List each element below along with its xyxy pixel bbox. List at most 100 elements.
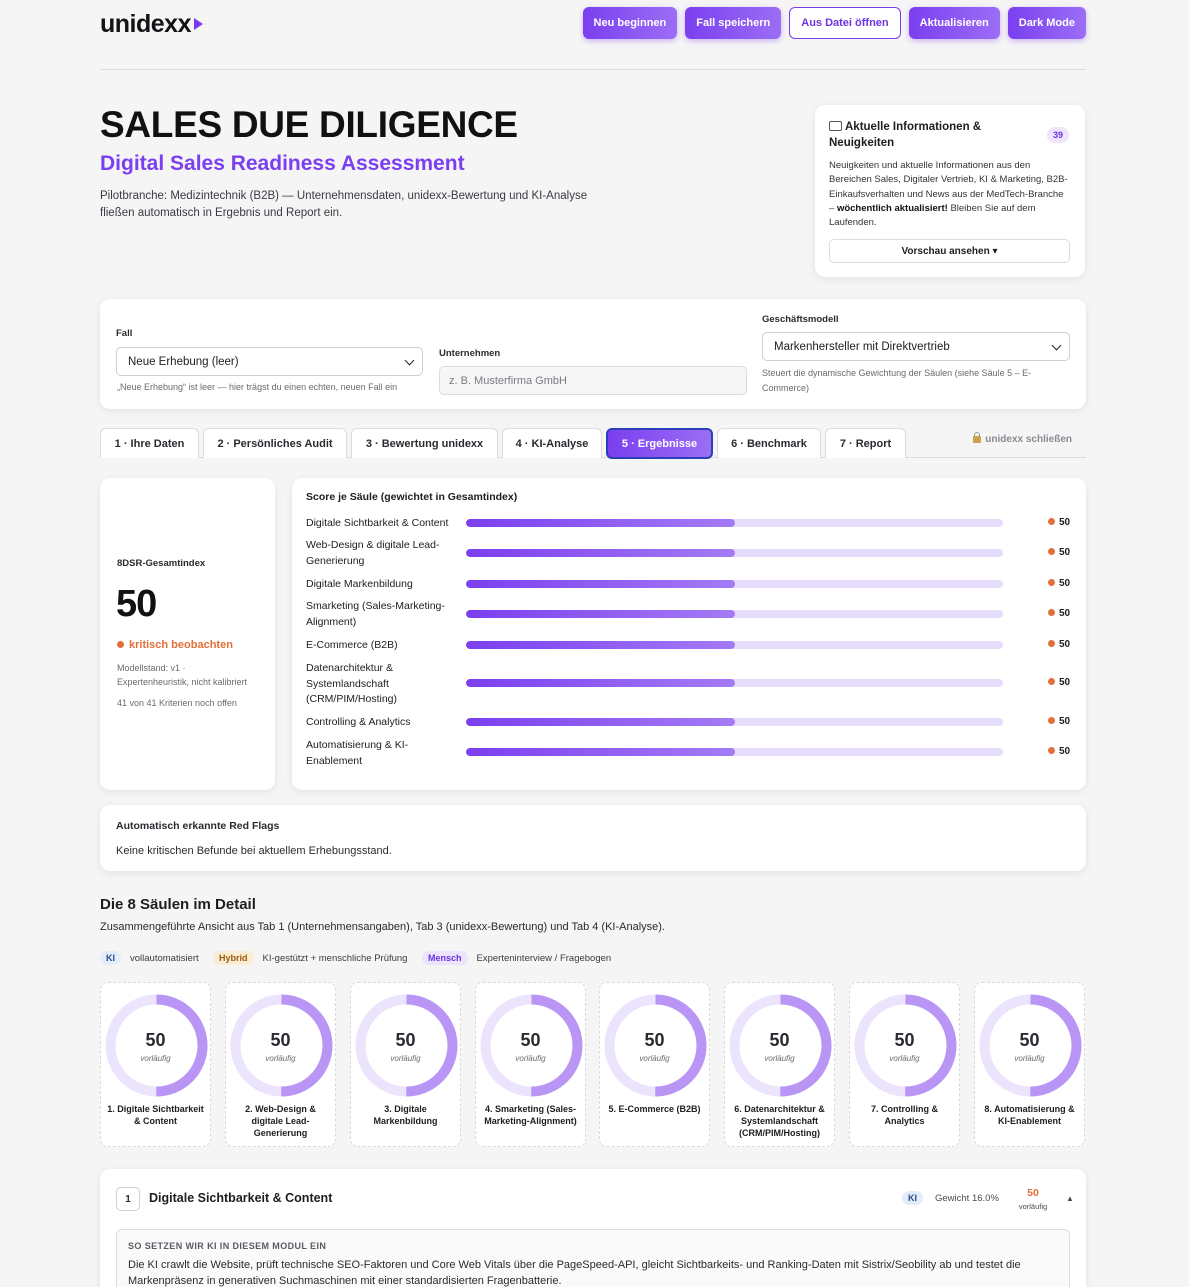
ki-usage-box bbox=[116, 1229, 1070, 1287]
module-score: 50 bbox=[1027, 1187, 1039, 1199]
pillar-gauge bbox=[480, 994, 583, 1097]
bar-label: Datenarchitektur & Systemlandschaft (CRM… bbox=[306, 662, 398, 705]
bar-value-label: 50 bbox=[1048, 578, 1070, 589]
legend-hybrid: Hybrid KI-gestützt + menschliche Prüfung bbox=[213, 950, 407, 966]
newspaper-icon bbox=[829, 121, 842, 131]
total-index-card bbox=[100, 478, 275, 790]
pillar-card[interactable] bbox=[350, 982, 461, 1147]
status-dot-icon bbox=[1048, 518, 1055, 525]
pillar-card[interactable] bbox=[849, 982, 960, 1147]
pillar-card[interactable] bbox=[724, 982, 835, 1147]
pillar-card[interactable] bbox=[225, 982, 336, 1147]
bar-value-label: 50 bbox=[1048, 746, 1070, 757]
dark-mode-button[interactable]: Dark Mode bbox=[1007, 7, 1086, 39]
bar-value-label: 50 bbox=[1048, 547, 1070, 558]
pillar-card[interactable] bbox=[475, 982, 586, 1147]
status-dot-icon bbox=[117, 641, 124, 648]
legend-ki: KI vollautomatisiert bbox=[100, 950, 199, 966]
bar bbox=[466, 549, 735, 557]
pillar-provisional: vorläufig bbox=[889, 1054, 920, 1063]
tab-results[interactable]: 5 · Ergebnisse bbox=[606, 428, 713, 459]
bar-label: Automatisierung & KI-Enablement bbox=[306, 739, 409, 767]
tab-benchmark[interactable]: 6 · Benchmark bbox=[717, 428, 821, 458]
red-flags-title: Automatisch erkannte Red Flags bbox=[116, 820, 280, 832]
business-model-select[interactable]: Markenhersteller mit Direktvertrieb bbox=[762, 332, 1070, 361]
news-count-badge: 39 bbox=[1046, 127, 1069, 143]
bar-label: Digitale Sichtbarkeit & Content bbox=[306, 517, 449, 529]
preview-button[interactable]: Vorschau ansehen ▾ bbox=[829, 239, 1070, 263]
header-actions: Neu beginnen Fall speichern Aus Datei öf… bbox=[582, 7, 1086, 39]
module-number: 1 bbox=[116, 1187, 140, 1211]
pillar-provisional: vorläufig bbox=[515, 1054, 546, 1063]
company-input[interactable]: z. B. Musterfirma GmbH bbox=[439, 366, 747, 395]
status-dot-icon bbox=[1048, 548, 1055, 555]
news-card: Aktuelle Informationen & Neuigkeiten 39 … bbox=[815, 105, 1085, 277]
open-criteria: 41 von 41 Kriterien noch offen bbox=[117, 698, 237, 708]
status-dot-icon bbox=[1048, 747, 1055, 754]
tab-unidexx-rating[interactable]: 3 · Bewertung unidexx bbox=[351, 428, 498, 458]
pillar-score: 50 bbox=[145, 1030, 166, 1050]
bar bbox=[466, 580, 735, 588]
case-select[interactable]: Neue Erhebung (leer) bbox=[116, 347, 423, 376]
chevron-down-icon bbox=[404, 355, 415, 366]
pillar-gauge bbox=[105, 994, 208, 1097]
page-title: SALES DUE DILIGENCE bbox=[100, 104, 518, 145]
lock-icon bbox=[973, 432, 982, 443]
status-dot-icon bbox=[1048, 579, 1055, 586]
pillar-card[interactable] bbox=[100, 982, 211, 1147]
chart-title: Score je Säule (gewichtet in Gesamtindex… bbox=[306, 491, 518, 503]
module-title[interactable]: Digitale Sichtbarkeit & Content bbox=[149, 1191, 333, 1205]
ki-usage-title: SO SETZEN WIR KI IN DIESEM MODUL EIN bbox=[128, 1241, 327, 1251]
page-subtitle: Digital Sales Readiness Assessment bbox=[100, 152, 465, 175]
status-dot-icon bbox=[1048, 717, 1055, 724]
pillar-provisional: vorläufig bbox=[764, 1054, 795, 1063]
pillar-name: 2. Web-Design & digitale Lead-Generierun… bbox=[245, 1104, 316, 1138]
bar-label: Controlling & Analytics bbox=[306, 716, 411, 728]
pillar-score: 50 bbox=[769, 1030, 790, 1050]
pillar-gauge bbox=[854, 994, 957, 1097]
tab-ki-analysis[interactable]: 4 · KI-Analyse bbox=[502, 428, 602, 458]
pillars-title: Die 8 Säulen im Detail bbox=[100, 896, 256, 913]
tab-report[interactable]: 7 · Report bbox=[825, 428, 906, 458]
bar bbox=[466, 748, 735, 756]
pillar-gauge bbox=[979, 994, 1082, 1097]
pillar-card[interactable] bbox=[974, 982, 1085, 1147]
ki-chip: KI bbox=[100, 951, 121, 965]
tab-personal-audit[interactable]: 2 · Persönliches Audit bbox=[203, 428, 347, 458]
pillar-score: 50 bbox=[270, 1030, 291, 1050]
chevron-down-icon bbox=[1051, 340, 1062, 351]
pillar-name: 1. Digitale Sichtbarkeit & Content bbox=[107, 1104, 204, 1126]
bar-track bbox=[466, 641, 1003, 649]
pillar-gauge bbox=[355, 994, 458, 1097]
pillar-gauge bbox=[230, 994, 333, 1097]
tab-your-data[interactable]: 1 · Ihre Daten bbox=[100, 428, 199, 458]
pillars-subtitle: Zusammengeführte Ansicht aus Tab 1 (Unte… bbox=[100, 921, 665, 933]
pillar-name: 6. Datenarchitektur & Systemlandschaft (… bbox=[734, 1104, 825, 1138]
bar-label: Web-Design & digitale Lead-Generierung bbox=[306, 539, 440, 567]
bar-value-label: 50 bbox=[1048, 517, 1070, 528]
pillar-name: 7. Controlling & Analytics bbox=[871, 1104, 938, 1126]
refresh-button[interactable]: Aktualisieren bbox=[908, 7, 1000, 39]
pillar-gauge bbox=[604, 994, 707, 1097]
logo[interactable]: unidexx bbox=[100, 10, 203, 39]
status-dot-icon bbox=[1048, 678, 1055, 685]
pillar-card[interactable] bbox=[599, 982, 710, 1147]
open-file-button[interactable]: Aus Datei öffnen bbox=[789, 7, 901, 39]
bar-track bbox=[466, 748, 1003, 756]
bar bbox=[466, 519, 735, 527]
status-badge: kritisch beobachten bbox=[117, 639, 233, 651]
pillar-provisional: vorläufig bbox=[390, 1054, 421, 1063]
collapse-caret-icon[interactable]: ▲ bbox=[1066, 1194, 1074, 1203]
save-case-button[interactable]: Fall speichern bbox=[685, 7, 782, 39]
red-flags-card bbox=[100, 805, 1086, 871]
pillar-score: 50 bbox=[1019, 1030, 1040, 1050]
hybrid-chip: Hybrid bbox=[213, 951, 254, 965]
bar-label: Smarketing (Sales-Marketing-Alignment) bbox=[306, 600, 445, 628]
module-ki-chip: KI bbox=[902, 1191, 923, 1205]
pillar-name: 8. Automatisierung & KI-Enablement bbox=[984, 1104, 1075, 1126]
close-unidexx-button[interactable]: unidexx schließen bbox=[973, 432, 1072, 445]
news-text: Neuigkeiten und aktuelle Informationen a… bbox=[829, 160, 1068, 229]
pillar-name: 5. E-Commerce (B2B) bbox=[608, 1104, 701, 1114]
status-dot-icon bbox=[1048, 609, 1055, 616]
new-start-button[interactable]: Neu beginnen bbox=[582, 7, 678, 39]
